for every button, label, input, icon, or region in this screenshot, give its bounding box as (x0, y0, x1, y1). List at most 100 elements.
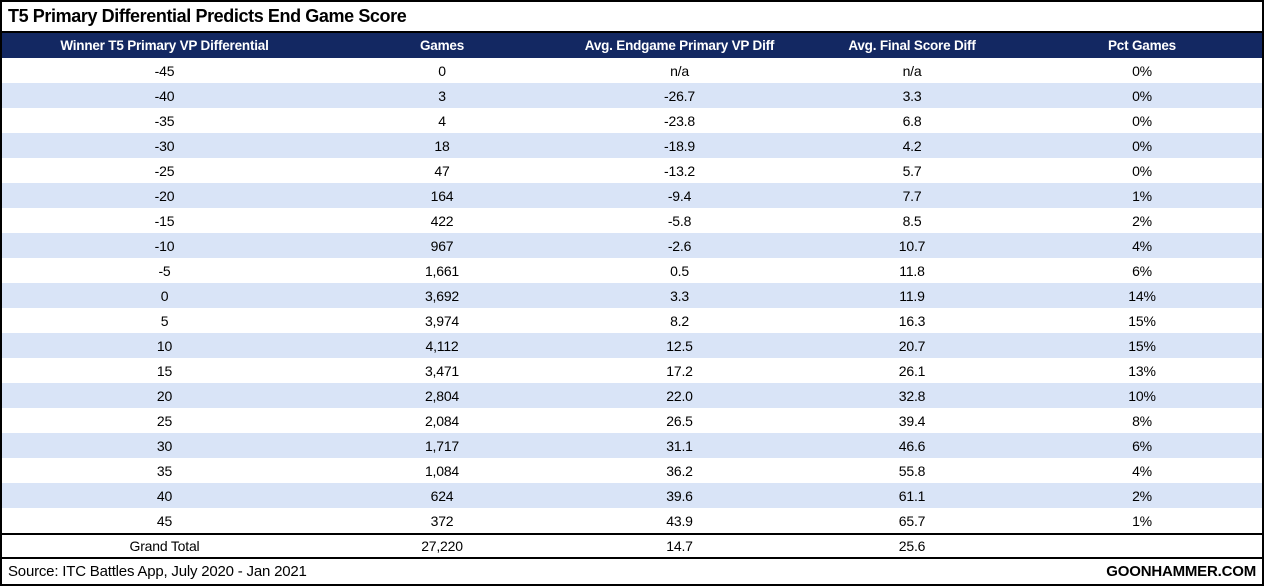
table-cell: 65.7 (802, 508, 1022, 534)
table-cell: 4.2 (802, 133, 1022, 158)
table-cell: -25 (2, 158, 327, 183)
table-cell: 6% (1022, 433, 1262, 458)
table-cell: 0% (1022, 108, 1262, 133)
table-row: -35 4 -23.8 6.8 0% (2, 108, 1262, 133)
table-row: 45 372 43.9 65.7 1% (2, 508, 1262, 534)
table-cell: 0% (1022, 58, 1262, 83)
table-cell: 5 (2, 308, 327, 333)
table-cell: 35 (2, 458, 327, 483)
table-cell: 0% (1022, 83, 1262, 108)
table-cell: 8% (1022, 408, 1262, 433)
table-cell: 55.8 (802, 458, 1022, 483)
table-cell: 10.7 (802, 233, 1022, 258)
table-cell: 624 (327, 483, 557, 508)
table-cell: 36.2 (557, 458, 802, 483)
table-cell: 4% (1022, 233, 1262, 258)
table-row: -45 0 n/a n/a 0% (2, 58, 1262, 83)
table-cell: -2.6 (557, 233, 802, 258)
table-row: 20 2,804 22.0 32.8 10% (2, 383, 1262, 408)
grand-total-games: 27,220 (327, 533, 557, 557)
table-cell: 13% (1022, 358, 1262, 383)
table-row: -20 164 -9.4 7.7 1% (2, 183, 1262, 208)
table-row: 10 4,112 12.5 20.7 15% (2, 333, 1262, 358)
grand-total-row: Grand Total 27,220 14.7 25.6 (2, 533, 1262, 557)
table-cell: 46.6 (802, 433, 1022, 458)
column-header-games: Games (327, 33, 557, 58)
table-cell: -18.9 (557, 133, 802, 158)
table-cell: 2,804 (327, 383, 557, 408)
column-header-vp-differential: Winner T5 Primary VP Differential (2, 33, 327, 58)
table-row: 0 3,692 3.3 11.9 14% (2, 283, 1262, 308)
table-row: 15 3,471 17.2 26.1 13% (2, 358, 1262, 383)
table-cell: 15 (2, 358, 327, 383)
table-row: 5 3,974 8.2 16.3 15% (2, 308, 1262, 333)
table-cell: 20 (2, 383, 327, 408)
table-cell: 3,974 (327, 308, 557, 333)
table-cell: 47 (327, 158, 557, 183)
grand-total-pct-games (1022, 533, 1262, 557)
table-cell: 22.0 (557, 383, 802, 408)
grand-total-label: Grand Total (2, 533, 327, 557)
table-cell: 17.2 (557, 358, 802, 383)
table-cell: 15% (1022, 333, 1262, 358)
table-cell: 45 (2, 508, 327, 534)
table-footer: Grand Total 27,220 14.7 25.6 (2, 533, 1262, 557)
table-cell: 8.2 (557, 308, 802, 333)
table-cell: 4 (327, 108, 557, 133)
table-cell: 40 (2, 483, 327, 508)
table-cell: n/a (802, 58, 1022, 83)
table-cell: 61.1 (802, 483, 1022, 508)
table-cell: 15% (1022, 308, 1262, 333)
table-cell: -26.7 (557, 83, 802, 108)
table-cell: 0% (1022, 158, 1262, 183)
table-cell: 1,661 (327, 258, 557, 283)
table-cell: 39.6 (557, 483, 802, 508)
table-cell: 372 (327, 508, 557, 534)
table-cell: 18 (327, 133, 557, 158)
table-cell: 2,084 (327, 408, 557, 433)
table-cell: 30 (2, 433, 327, 458)
table-cell: 26.5 (557, 408, 802, 433)
table-cell: -5 (2, 258, 327, 283)
table-cell: 16.3 (802, 308, 1022, 333)
table-row: 40 624 39.6 61.1 2% (2, 483, 1262, 508)
table-row: -30 18 -18.9 4.2 0% (2, 133, 1262, 158)
table-cell: -40 (2, 83, 327, 108)
table-cell: 20.7 (802, 333, 1022, 358)
table-cell: 1% (1022, 183, 1262, 208)
table-cell: 1,717 (327, 433, 557, 458)
table-cell: 8.5 (802, 208, 1022, 233)
table-cell: 0 (2, 283, 327, 308)
source-bar: Source: ITC Battles App, July 2020 - Jan… (2, 557, 1262, 584)
table-cell: 3.3 (557, 283, 802, 308)
table-header: Winner T5 Primary VP Differential Games … (2, 33, 1262, 58)
table-row: 25 2,084 26.5 39.4 8% (2, 408, 1262, 433)
table-cell: 0% (1022, 133, 1262, 158)
table-cell: 2% (1022, 483, 1262, 508)
table-row: -25 47 -13.2 5.7 0% (2, 158, 1262, 183)
table-cell: -23.8 (557, 108, 802, 133)
table-cell: 32.8 (802, 383, 1022, 408)
table-cell: -35 (2, 108, 327, 133)
table-cell: 967 (327, 233, 557, 258)
table-cell: 25 (2, 408, 327, 433)
table-cell: 39.4 (802, 408, 1022, 433)
grand-total-endgame-vp-diff: 14.7 (557, 533, 802, 557)
table-cell: -5.8 (557, 208, 802, 233)
grand-total-final-score-diff: 25.6 (802, 533, 1022, 557)
table-body: -45 0 n/a n/a 0% -40 3 -26.7 3.3 0% -35 4 -23.8 6.8 0%… (2, 58, 1262, 534)
table-cell: 10 (2, 333, 327, 358)
data-table: Winner T5 Primary VP Differential Games … (2, 33, 1262, 557)
brand-text: GOONHAMMER.COM (1106, 563, 1256, 580)
table-cell: 14% (1022, 283, 1262, 308)
table-cell: 3 (327, 83, 557, 108)
table-cell: 3.3 (802, 83, 1022, 108)
source-text: Source: ITC Battles App, July 2020 - Jan… (8, 563, 307, 580)
table-cell: 6% (1022, 258, 1262, 283)
table-cell: 2% (1022, 208, 1262, 233)
table-cell: 164 (327, 183, 557, 208)
table-cell: 0 (327, 58, 557, 83)
table-cell: 1% (1022, 508, 1262, 534)
table-cell: -45 (2, 58, 327, 83)
table-cell: 3,471 (327, 358, 557, 383)
